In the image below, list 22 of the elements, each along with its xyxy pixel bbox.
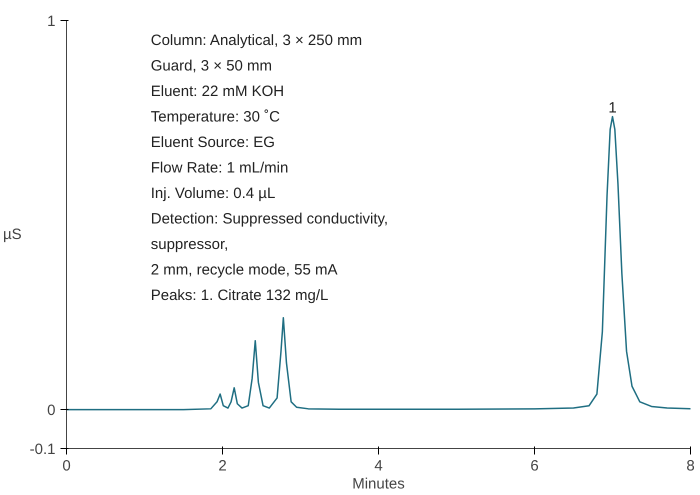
annotation: Guard, 3 × 50 mm [150, 58, 272, 75]
x-tick-label: 6 [530, 458, 539, 474]
annotation: Inj. Volume: 0.4 µL [150, 184, 276, 202]
annotation: Eluent: 22 mM KOH [150, 83, 284, 100]
annotation: Column: Analytical, 3 × 250 mm [150, 32, 362, 50]
x-axis-title: Minutes [352, 476, 405, 492]
annotation: suppressor, [150, 236, 228, 253]
y-tick-label: 1 [47, 13, 56, 30]
annotation: Detection: Suppressed conductivity, [150, 210, 388, 228]
y-tick-label: 0 [47, 402, 56, 420]
annotation: Temperature: 30 ˚C [150, 108, 280, 126]
x-tick-label: 8 [686, 458, 695, 474]
annotation: Peaks: 1. Citrate 132 mg/L [150, 286, 328, 304]
annotation: 1 [608, 100, 617, 117]
annotation: Eluent Source: EG [150, 134, 275, 152]
y-axis-title: µS [3, 226, 22, 243]
annotation: Flow Rate: 1 mL/min [150, 160, 288, 177]
x-tick-label: 2 [218, 458, 227, 474]
annotation: 2 mm, recycle mode, 55 mA [150, 261, 338, 278]
y-tick-label: -0.1 [30, 441, 56, 458]
x-tick-label: 0 [62, 458, 71, 474]
x-tick-label: 4 [374, 458, 383, 474]
